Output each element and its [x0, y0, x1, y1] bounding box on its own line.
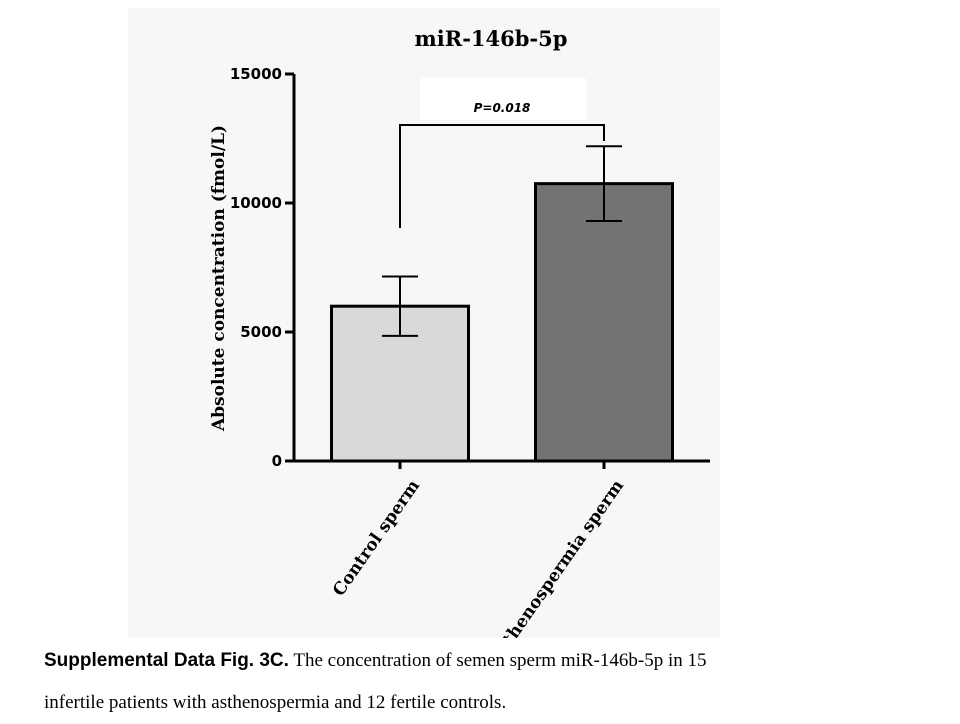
bar-chart: miR-146b-5p Absolute concentration (fmol… [209, 26, 710, 638]
caption-text-1: The concentration of semen sperm miR-146… [288, 650, 707, 671]
figure-panel: miR-146b-5p Absolute concentration (fmol… [128, 8, 720, 638]
bracket-line [399, 124, 605, 228]
y-tick-label: 5000 [240, 323, 282, 341]
chart-title: miR-146b-5p [415, 26, 568, 51]
caption-line-1: Supplemental Data Fig. 3C. The concentra… [44, 640, 944, 682]
x-axis-ticks: Control sperm Asthenospermia sperm [329, 461, 628, 638]
y-tick-label: 10000 [230, 194, 282, 212]
x-tick-label: Asthenospermia sperm [485, 476, 628, 638]
p-value-label: P=0.018 [474, 101, 531, 115]
y-tick-label: 15000 [230, 65, 282, 83]
x-tick-label: Control sperm [329, 476, 424, 600]
y-axis-label: Absolute concentration (fmol/L) [209, 125, 229, 432]
caption-label: Supplemental Data Fig. 3C. [44, 650, 289, 671]
p-value-box [420, 78, 586, 120]
error-bars [382, 145, 622, 337]
caption-line-2: infertile patients with asthenospermia a… [44, 692, 507, 713]
y-axis-ticks: 0 5000 10000 15000 [230, 65, 294, 470]
bar [534, 182, 674, 463]
significance-bracket: P=0.018 [399, 101, 605, 228]
figure-caption: Supplemental Data Fig. 3C. The concentra… [44, 640, 944, 724]
bars [330, 182, 674, 463]
y-tick-label: 0 [272, 452, 282, 470]
